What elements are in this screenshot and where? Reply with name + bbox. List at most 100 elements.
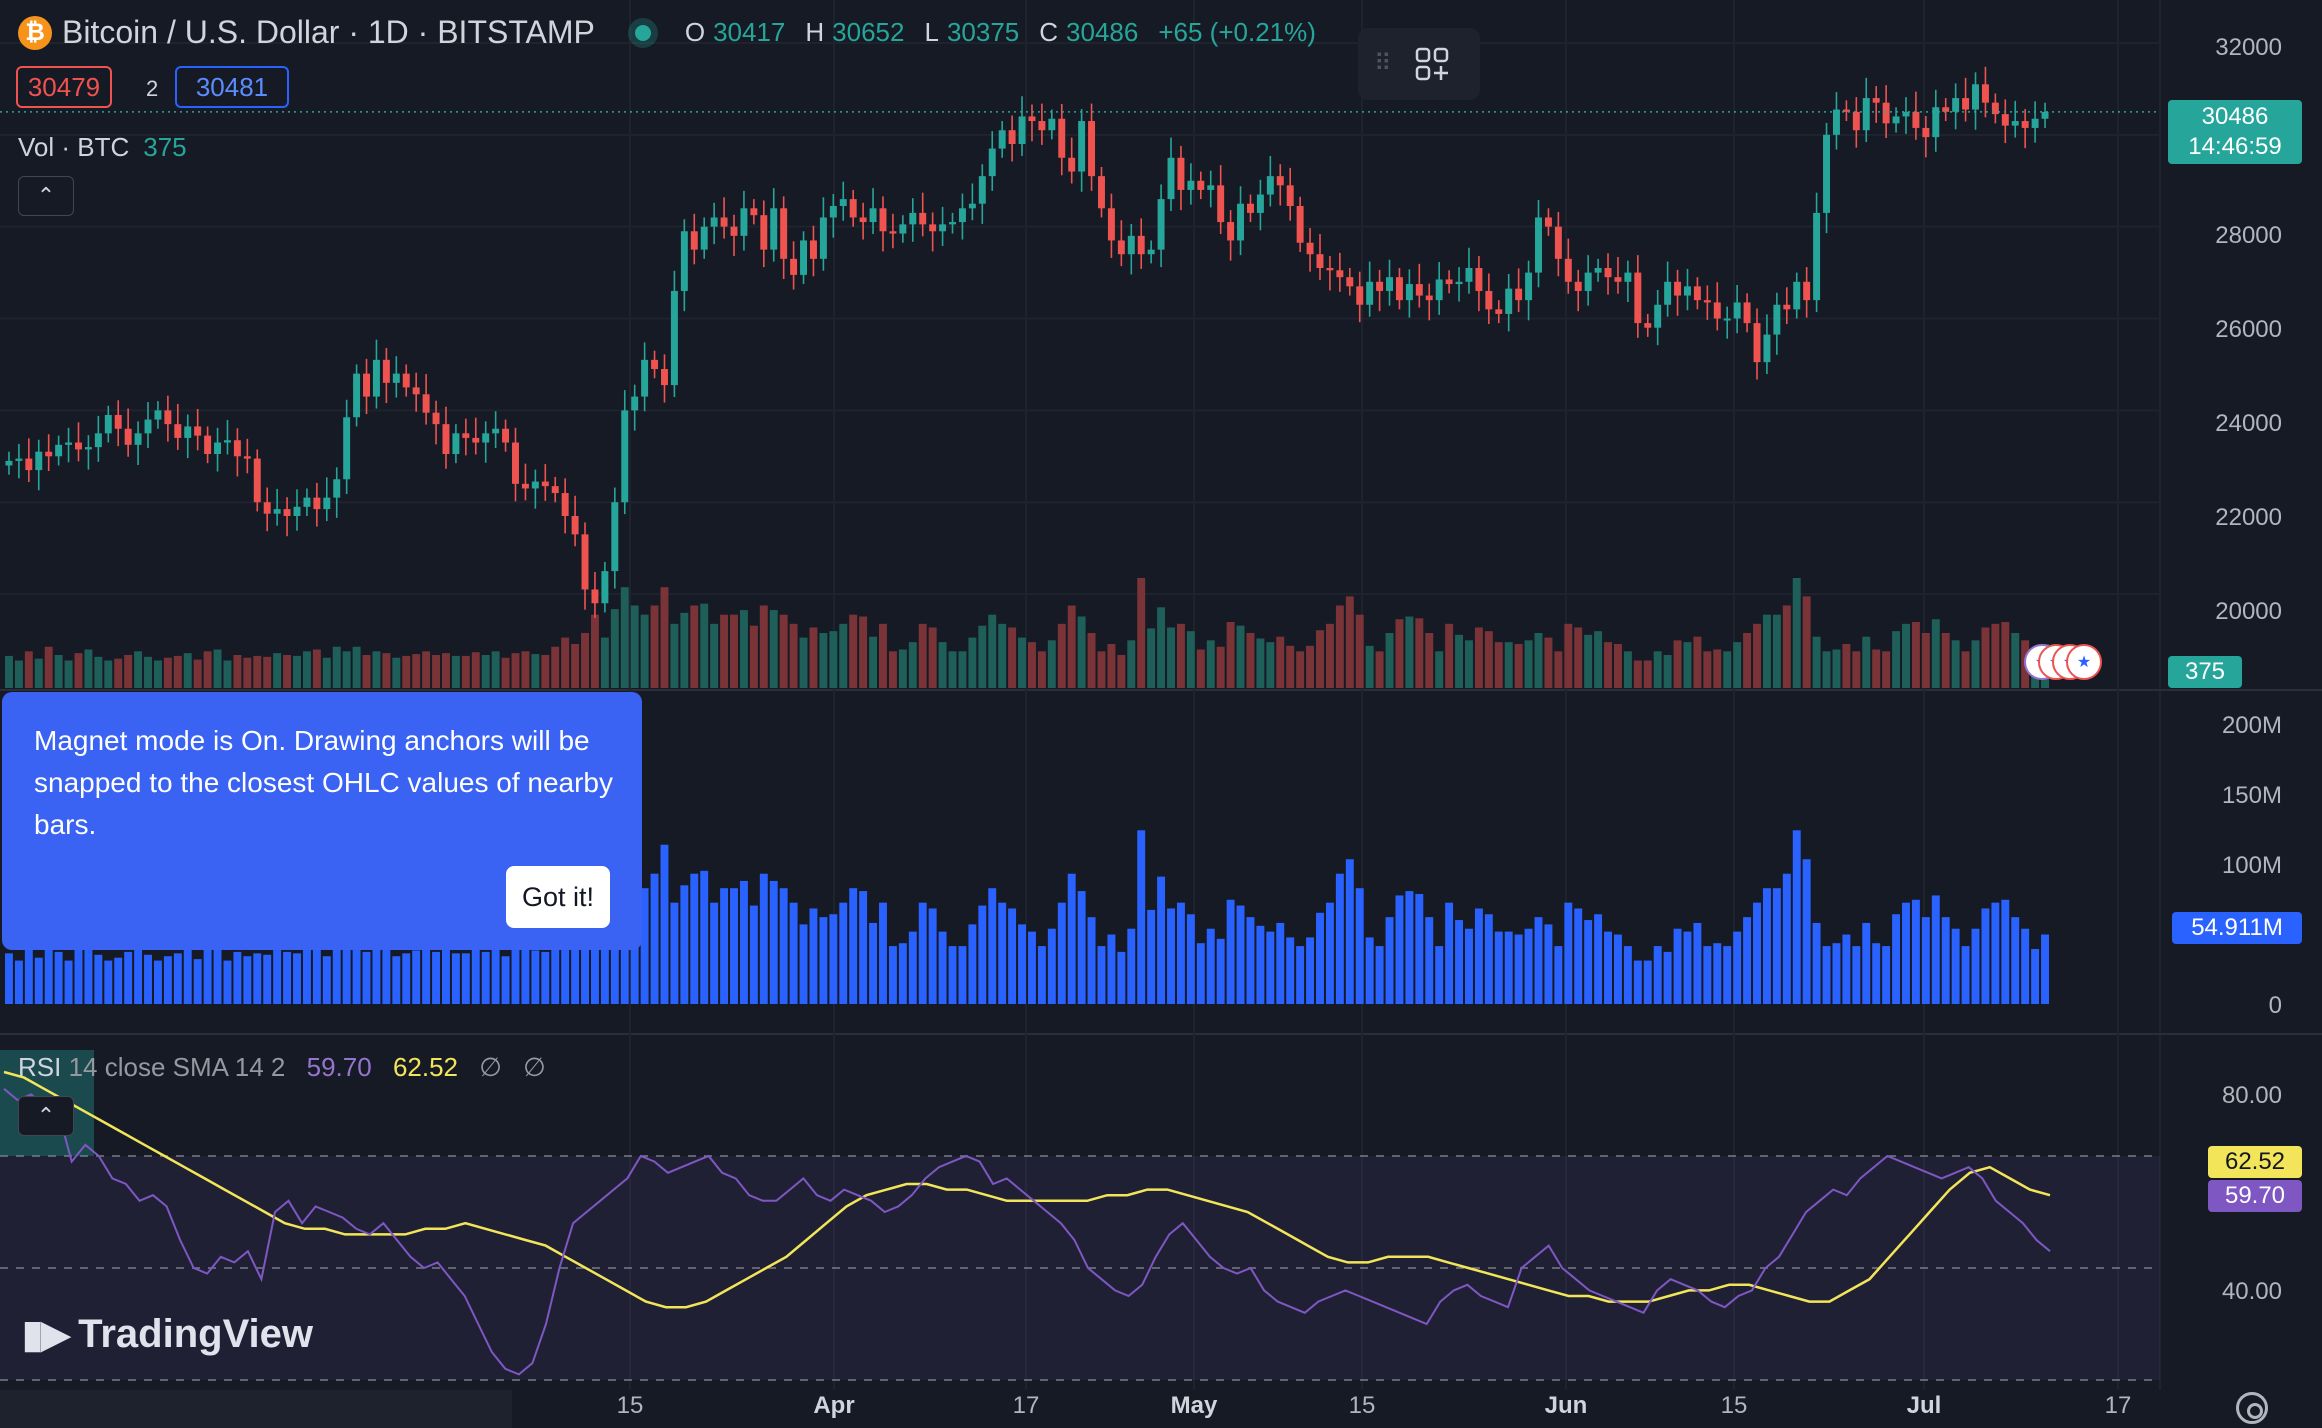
economic-events[interactable]: ★ ★ ★ ★ [2024,644,2102,680]
volume-bar [1176,623,1185,688]
add-indicator-icon[interactable] [1414,46,1450,82]
volume-pane-bar [1832,943,1841,1004]
candle-body [541,481,549,487]
volume-bar [1792,578,1801,688]
candle-body [949,222,956,225]
candle-body [1902,111,1910,117]
volume-bar [660,587,669,688]
volume-pane-bar [988,888,997,1004]
candle-body [939,224,947,232]
volume-pane-bar [163,956,172,1004]
candle-body [829,206,837,218]
volume-pane-bar [84,943,93,1004]
tradingview-logo[interactable]: ▮▶ TradingView [22,1312,313,1357]
candle-body [661,369,668,386]
volume-pane-bar [1921,917,1930,1004]
volume-bar [54,655,63,688]
volume-pane-bar [600,924,609,1004]
floating-toolbar[interactable]: ⠿ [1358,28,1480,100]
candle-body [293,506,301,516]
magnet-mode-tooltip: Magnet mode is On. Drawing anchors will … [2,692,642,950]
volume-bar [1375,651,1384,688]
volume-pane-bar [1117,951,1126,1004]
volume-bar [1743,633,1752,688]
volume-pane-bar [1097,946,1106,1004]
volume-bar [1921,633,1930,688]
candle-body [15,458,23,461]
candle-body [819,217,827,259]
candle-body [1088,121,1096,177]
volume-pane-bar [908,931,917,1004]
volume-pane-bar [2021,928,2030,1004]
candle-body [1187,180,1195,190]
us-flag-icon[interactable]: ★ [2066,644,2102,680]
rsi-axis-label: 40.00 [2221,1278,2282,1305]
candle-body [1227,222,1235,241]
volume-pane-bar [1902,902,1910,1004]
volume-bar [1355,614,1364,688]
time-axis-scrollbar[interactable] [0,1390,512,1428]
candle-body [462,433,470,438]
candle-body [233,440,241,457]
volume-pane-bar [1325,902,1334,1004]
candle-body [770,208,778,250]
volume-bar [571,644,580,688]
got-it-button[interactable]: Got it! [505,866,610,928]
volume-value-tag: 54.911M [2172,912,2302,944]
candle-body [1823,134,1831,213]
candle-body [1634,272,1642,324]
volume-pane-bar [1604,931,1612,1004]
candle-body [1058,118,1066,158]
volume-bar [948,651,957,688]
candle-body [1246,203,1254,213]
candle-body [1693,286,1701,301]
candle-body [2021,121,2029,128]
collapse-rsi-legend-button[interactable]: ⌃ [18,1096,74,1136]
candle-body [899,224,907,234]
volume-pane-bar [1286,937,1295,1004]
volume-bar [1564,623,1573,688]
volume-pane-bar [1345,859,1354,1004]
drag-grip-icon[interactable]: ⠿ [1374,50,1392,77]
volume-bar [720,614,729,688]
volume-bar [1425,633,1434,688]
candle-body [1127,235,1135,255]
candle-body [402,373,410,388]
volume-pane-bar [948,946,957,1004]
volume-bar [362,655,371,688]
volume-bar [749,625,758,688]
candle-body [422,394,430,413]
volume-bar [710,623,719,688]
volume-pane-bar [978,905,987,1004]
candle-body [1862,98,1870,131]
candle-body [1981,84,1989,103]
candle-body [492,428,500,434]
volume-legend[interactable]: Vol · BTC 375 [18,132,187,163]
volume-bar [233,655,242,688]
volume-bar [1157,607,1166,688]
volume-bar [2001,622,2010,688]
candle-body [1614,277,1622,282]
buy-button[interactable]: 30481 [175,66,289,108]
volume-bar [670,623,679,688]
candle-body [502,428,510,443]
candle-body [1276,176,1284,186]
candle-body [1316,254,1324,268]
volume-pane-bar [253,953,262,1004]
volume-pane-bar [5,953,13,1004]
volume-pane-bar [1365,937,1374,1004]
candle-body [204,435,212,454]
volume-bar [24,651,33,688]
volume-pane-bar [859,891,868,1004]
sell-button[interactable]: 30479 [16,66,112,108]
settings-icon[interactable] [2236,1392,2268,1424]
volume-pane-bar [918,902,927,1004]
collapse-legend-button[interactable]: ⌃ [18,176,74,216]
volume-pane-bar [1087,917,1096,1004]
volume-bar [1077,616,1086,688]
volume-pane-bar [511,948,520,1004]
rsi-legend[interactable]: RSI 14 close SMA 14 2 59.70 62.52 ∅ ∅ [18,1052,546,1083]
symbol-legend[interactable]: ₿ Bitcoin / U.S. Dollar · 1D · BITSTAMP … [18,14,1328,51]
volume-pane-bar [739,880,748,1004]
volume-bar [551,646,560,688]
